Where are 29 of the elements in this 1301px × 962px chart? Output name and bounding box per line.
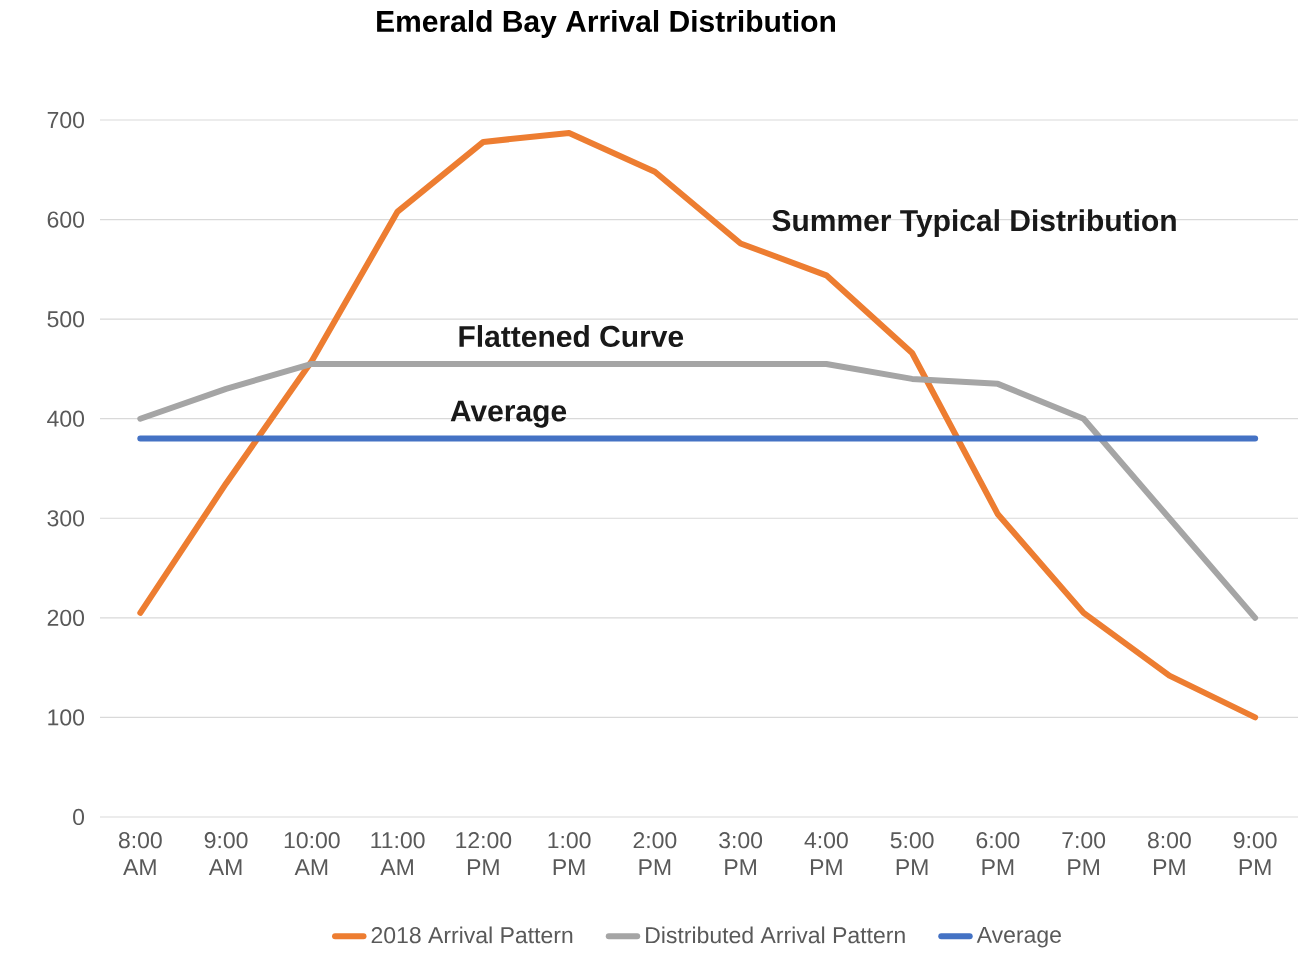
x-tick-label: 3:00 PM (719, 832, 763, 876)
x-tick-label: 1:00 PM (548, 832, 591, 876)
x-tick-label: 8:00 PM (1148, 832, 1191, 876)
y-tick-label: 600 (47, 211, 85, 228)
x-tick-label: 12:00 PM (456, 832, 512, 876)
x-tick-label: 8:00 AM (118, 832, 162, 876)
chart-title: Emerald Bay Arrival Distribution (377, 10, 836, 38)
annotation: Summer Typical Distribution (772, 209, 1176, 238)
annotation: Flattened Curve (459, 325, 684, 348)
legend-label: Average (976, 926, 1061, 948)
y-tick-label: 400 (47, 410, 85, 427)
x-tick-label: 7:00 PM (1062, 832, 1106, 876)
legend-label: Distributed Arrival Pattern (646, 926, 905, 944)
x-tick-label: 5:00 PM (890, 832, 934, 876)
y-tick-label: 300 (47, 510, 85, 527)
x-tick-label: 11:00 AM (371, 832, 425, 876)
y-tick-label: 100 (48, 709, 85, 726)
annotation: Average (450, 400, 567, 428)
legend-label: 2018 Arrival Pattern (371, 926, 573, 944)
y-tick-label: 500 (47, 310, 85, 328)
x-tick-label: 10:00 AM (284, 832, 340, 876)
x-tick-label: 9:00 PM (1233, 832, 1277, 876)
y-tick-label: 700 (47, 111, 85, 129)
x-tick-label: 2:00 PM (633, 832, 677, 876)
x-tick-label: 6:00 PM (976, 832, 1020, 876)
y-tick-label: 200 (47, 609, 85, 626)
x-tick-label: 4:00 PM (804, 832, 848, 876)
x-tick-label: 9:00 AM (204, 832, 248, 876)
y-tick-label: 0 (73, 808, 85, 826)
